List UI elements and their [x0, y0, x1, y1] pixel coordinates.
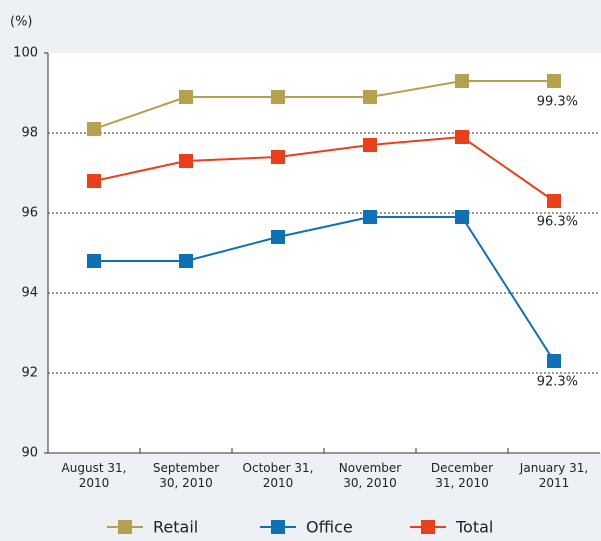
- plot-area: [48, 53, 601, 453]
- marker: [179, 154, 193, 168]
- y-tick-label: 90: [21, 446, 38, 461]
- legend-marker: [421, 520, 435, 534]
- x-tick-label: January 31, 2011: [519, 461, 589, 490]
- series-line: [93, 135, 555, 202]
- value-label: 96.3%: [537, 215, 578, 230]
- value-label: 92.3%: [537, 375, 578, 390]
- marker: [179, 254, 193, 268]
- legend-label: Total: [455, 518, 493, 537]
- y-tick-label: 92: [21, 366, 38, 381]
- marker: [363, 138, 377, 152]
- marker: [179, 90, 193, 104]
- legend-marker: [271, 520, 285, 534]
- marker: [455, 74, 469, 88]
- x-tick-label: December 31, 2010: [430, 461, 494, 490]
- marker: [363, 90, 377, 104]
- y-tick-label: 100: [13, 46, 38, 61]
- y-tick-label: 94: [21, 286, 38, 301]
- marker: [363, 210, 377, 224]
- x-tick-label: October 31, 2010: [242, 461, 314, 490]
- legend-marker: [118, 520, 132, 534]
- marker: [271, 150, 285, 164]
- marker: [87, 174, 101, 188]
- marker: [455, 130, 469, 144]
- marker: [547, 74, 561, 88]
- marker: [87, 254, 101, 268]
- marker: [455, 210, 469, 224]
- y-tick-label: 98: [21, 126, 38, 141]
- x-tick-label: November 30, 2010: [338, 461, 402, 490]
- x-tick-label: September 30, 2010: [152, 461, 220, 490]
- marker: [547, 354, 561, 368]
- legend-label: Retail: [153, 518, 198, 537]
- marker: [271, 230, 285, 244]
- x-tick-label: August 31, 2010: [61, 461, 127, 490]
- y-axis-label: (%): [10, 15, 33, 30]
- y-tick-label: 96: [21, 206, 38, 221]
- marker: [87, 122, 101, 136]
- value-label: 99.3%: [537, 95, 578, 110]
- series-line: [93, 80, 554, 130]
- series-line: [94, 216, 555, 362]
- marker: [271, 90, 285, 104]
- marker: [547, 194, 561, 208]
- legend-label: Office: [306, 518, 353, 537]
